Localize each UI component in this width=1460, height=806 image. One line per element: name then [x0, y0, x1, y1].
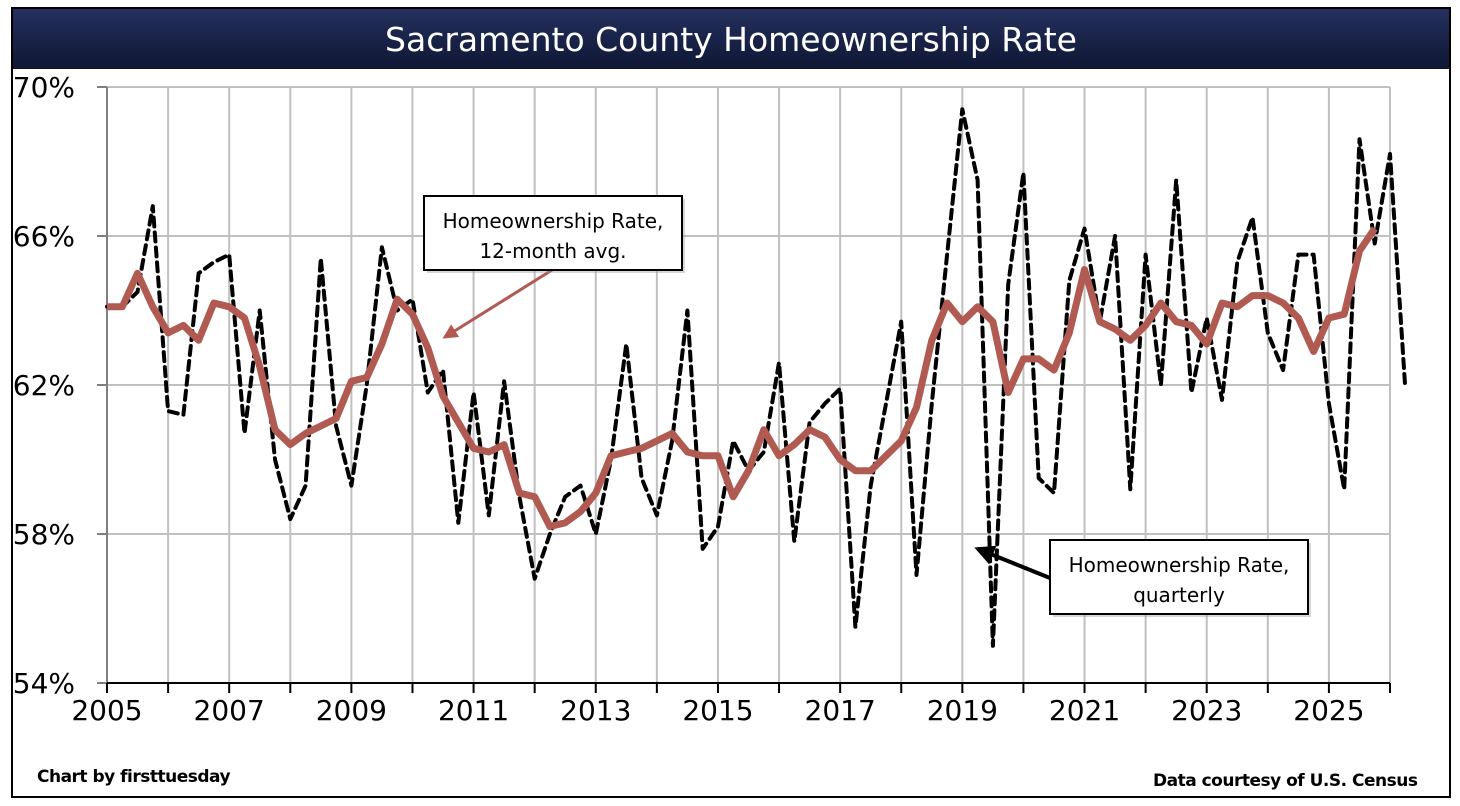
- x-tick-label: 2019: [927, 694, 998, 727]
- credit-brand: firsttuesday: [120, 767, 231, 787]
- x-tick-label: 2005: [71, 694, 142, 727]
- axes: 54% 58% 62% 66% 70% 2005 2007 2009 2011 2013 2015 2…: [13, 71, 1391, 727]
- annotation-box: [423, 195, 683, 271]
- y-tick-label: 62%: [13, 369, 75, 402]
- annotation-text: 12-month avg.: [479, 239, 626, 263]
- annotation-quarterly: Homeownership Rate, quarterly: [1049, 539, 1311, 617]
- y-tick-label: 58%: [13, 518, 75, 551]
- x-tick-label: 2013: [560, 694, 631, 727]
- x-tick-label: 2021: [1049, 694, 1120, 727]
- series-quarterly-line: [105, 107, 1408, 648]
- series-12-month-avg-line: [107, 226, 1378, 530]
- x-tick-label: 2017: [805, 694, 876, 727]
- annotation-text: Homeownership Rate,: [443, 209, 664, 233]
- annotation-arrow-avg: [442, 268, 553, 339]
- x-tick-label: 2007: [194, 694, 265, 727]
- annotation-12-month-avg: Homeownership Rate, 12-month avg.: [423, 195, 685, 273]
- annotation-box: [1049, 539, 1309, 615]
- data-source-credit: Data courtesy of U.S. Census: [1153, 771, 1418, 791]
- credit-prefix: Chart by: [37, 767, 121, 787]
- chart-frame: Sacramento County Homeownership Rate: [11, 7, 1451, 798]
- x-tick-label: 2009: [316, 694, 387, 727]
- chart-credit: Chart by firsttuesday: [37, 767, 231, 787]
- x-tick-label: 2025: [1293, 694, 1364, 727]
- series-layer: [105, 107, 1408, 648]
- x-tick-label: 2015: [682, 694, 753, 727]
- y-tick-label: 66%: [13, 220, 75, 253]
- annotation-arrow-quarterly: [974, 545, 1051, 580]
- annotation-text: Homeownership Rate,: [1069, 553, 1290, 577]
- y-tick-label: 70%: [13, 71, 75, 104]
- annotations-layer: Homeownership Rate,12-month avg.Homeowne…: [423, 195, 1311, 617]
- x-tick-label: 2023: [1171, 694, 1242, 727]
- x-tick-label: 2011: [438, 694, 509, 727]
- chart-title: Sacramento County Homeownership Rate: [13, 9, 1449, 69]
- annotation-text: quarterly: [1133, 583, 1225, 607]
- y-tick-label: 54%: [13, 667, 75, 700]
